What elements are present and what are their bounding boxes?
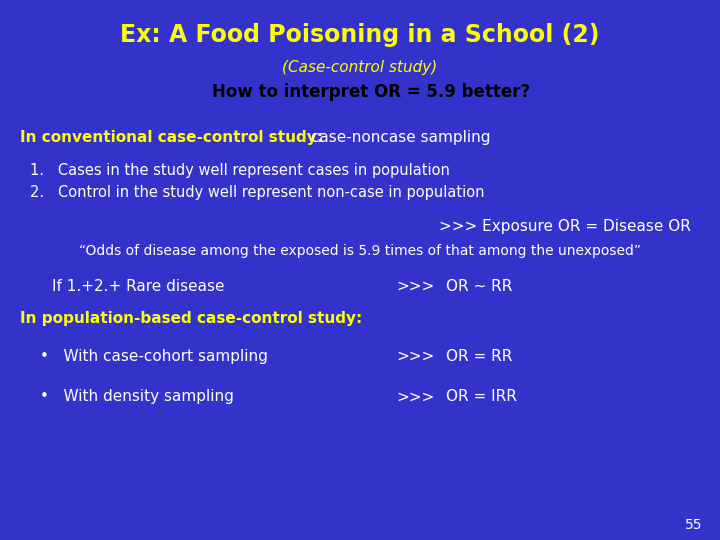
- Text: >>> Exposure OR = Disease OR: >>> Exposure OR = Disease OR: [439, 219, 691, 234]
- Text: 2.   Control in the study well represent non-case in population: 2. Control in the study well represent n…: [30, 185, 485, 200]
- Text: OR = IRR: OR = IRR: [446, 389, 517, 404]
- Text: If 1.+2.+ Rare disease: If 1.+2.+ Rare disease: [52, 279, 225, 294]
- Text: 1.   Cases in the study well represent cases in population: 1. Cases in the study well represent cas…: [30, 163, 450, 178]
- Text: •   With case-cohort sampling: • With case-cohort sampling: [40, 349, 267, 364]
- Text: case-noncase sampling: case-noncase sampling: [306, 130, 490, 145]
- Text: OR ~ RR: OR ~ RR: [446, 279, 513, 294]
- Text: How to interpret OR = 5.9 better?: How to interpret OR = 5.9 better?: [212, 83, 530, 102]
- Text: In population-based case-control study:: In population-based case-control study:: [20, 311, 362, 326]
- Text: >>>: >>>: [396, 279, 434, 294]
- Text: In conventional case-control study:: In conventional case-control study:: [20, 130, 323, 145]
- Text: 55: 55: [685, 518, 702, 532]
- Text: “Odds of disease among the exposed is 5.9 times of that among the unexposed”: “Odds of disease among the exposed is 5.…: [79, 244, 641, 258]
- Text: >>>: >>>: [396, 349, 434, 364]
- Text: Ex: A Food Poisoning in a School (2): Ex: A Food Poisoning in a School (2): [120, 23, 600, 47]
- Text: OR = RR: OR = RR: [446, 349, 513, 364]
- Text: >>>: >>>: [396, 389, 434, 404]
- Text: (Case-control study): (Case-control study): [282, 60, 438, 75]
- Text: •   With density sampling: • With density sampling: [40, 389, 233, 404]
